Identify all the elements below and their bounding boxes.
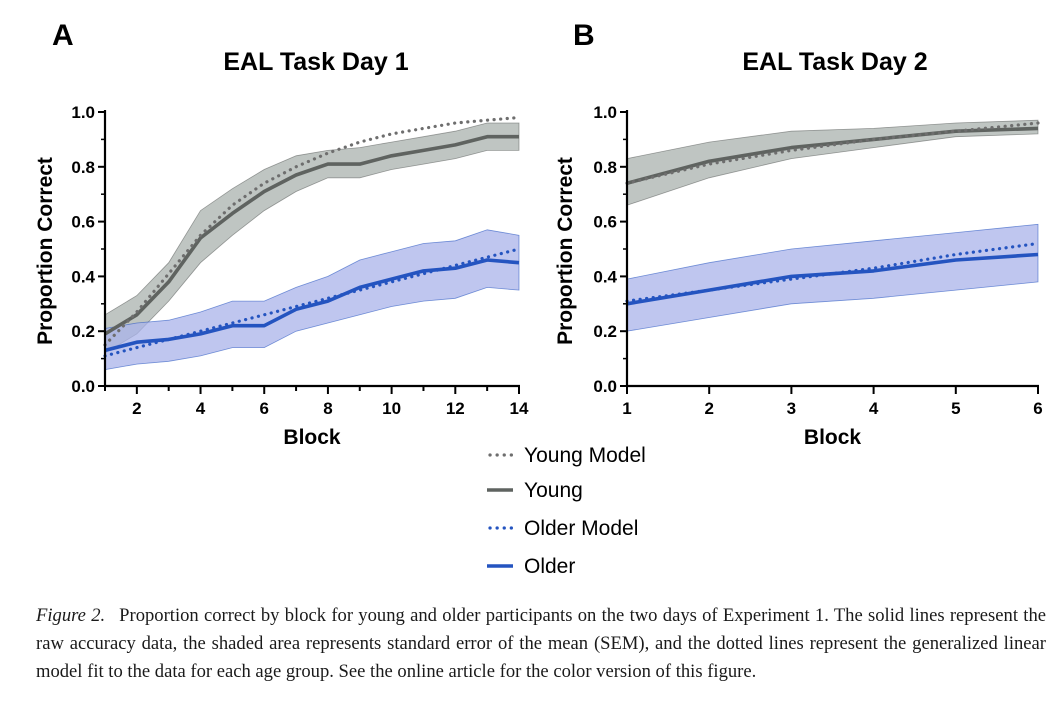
x-tick-label: 6 (259, 399, 268, 418)
x-tick-label: 8 (323, 399, 332, 418)
y-axis-label: Proportion Correct (554, 157, 577, 345)
caption-text: Proportion correct by block for young an… (36, 605, 1046, 682)
figure-caption: Figure 2. Proportion correct by block for… (36, 602, 1046, 686)
y-tick-label: 0.6 (593, 213, 617, 232)
chart-panel-b: B EAL Task Day 2 0.0 0.2 0.4 0.6 0.8 1.0 1 2 3 4 5 6 B… (554, 19, 1043, 449)
y-tick-label: 1.0 (593, 103, 617, 122)
x-tick-label: 4 (869, 399, 879, 418)
y-tick-label: 0.8 (593, 158, 617, 177)
legend-item: Older (487, 555, 575, 578)
x-tick-label: 12 (446, 399, 465, 418)
x-tick-label: 5 (951, 399, 960, 418)
chart-panel-a: A EAL Task Day 1 0.0 0.2 0.4 0.6 0.8 1.0 2 4 6 8 10 1… (34, 19, 529, 449)
panel-letter: B (573, 19, 595, 52)
figure: A EAL Task Day 1 0.0 0.2 0.4 0.6 0.8 1.0 2 4 6 8 10 1… (34, 19, 1043, 578)
series-line-older-model (103, 247, 521, 358)
y-tick-label: 0.2 (71, 322, 95, 341)
panel-letter: A (52, 19, 74, 52)
x-tick-label: 2 (704, 399, 713, 418)
y-tick-label: 0.2 (593, 322, 617, 341)
legend-label: Older Model (524, 517, 638, 540)
chart-title: EAL Task Day 2 (742, 48, 927, 76)
y-tick-label: 0.6 (71, 213, 95, 232)
x-tick-label: 14 (510, 399, 529, 418)
legend-item: Older Model (488, 517, 638, 540)
x-axis-label: Block (283, 426, 341, 449)
y-tick-label: 1.0 (71, 103, 95, 122)
y-axis-label: Proportion Correct (34, 157, 57, 345)
y-tick-label: 0.4 (71, 267, 95, 286)
legend-label: Young (524, 479, 583, 502)
y-tick-label: 0.0 (593, 377, 617, 396)
x-tick-label: 3 (787, 399, 796, 418)
chart-title: EAL Task Day 1 (223, 48, 408, 76)
y-tick-label: 0.0 (71, 377, 95, 396)
legend-item: Young (487, 479, 583, 502)
sem-band-older (626, 223, 1039, 332)
legend-label: Older (524, 555, 575, 578)
legend-item: Young Model (488, 444, 646, 467)
y-tick-label: 0.4 (593, 267, 617, 286)
legend-label: Young Model (524, 444, 646, 467)
series-line-young (626, 126, 1039, 185)
sem-band-young (626, 119, 1039, 206)
x-tick-label: 10 (382, 399, 401, 418)
sem-band-older (104, 229, 520, 371)
x-tick-label: 2 (132, 399, 141, 418)
x-axis-label: Block (804, 426, 862, 449)
legend: Young Model Young Older Model Older (487, 444, 646, 578)
x-tick-label: 6 (1033, 399, 1042, 418)
series-line-young (104, 134, 519, 336)
series-line-older (626, 252, 1039, 306)
x-tick-label: 1 (622, 399, 631, 418)
x-tick-label: 4 (196, 399, 206, 418)
y-tick-label: 0.8 (71, 158, 95, 177)
caption-label: Figure 2. (36, 605, 106, 626)
